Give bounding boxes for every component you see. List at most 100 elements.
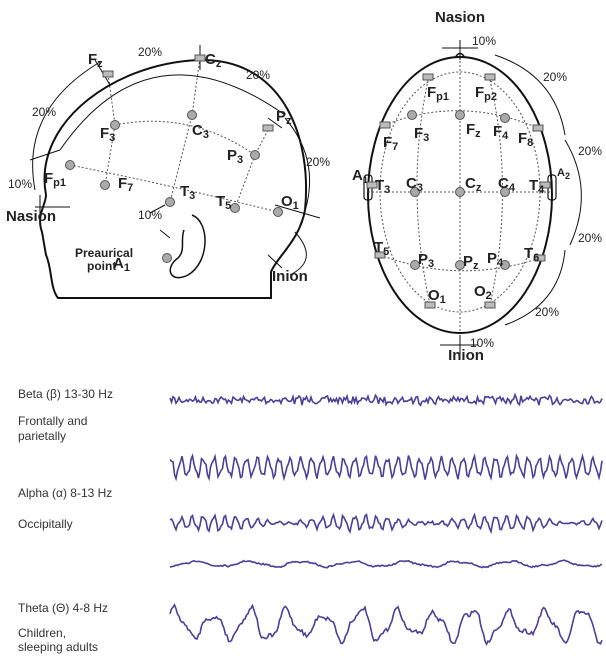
electrode-index: z xyxy=(476,182,482,194)
electrode-index: 1 xyxy=(440,294,446,306)
electrode-label: F3 xyxy=(100,125,115,144)
percent-label: 20% xyxy=(246,68,270,82)
percent-label: 20% xyxy=(578,231,602,245)
electrode-label: A1 xyxy=(352,167,368,185)
electrode-letter: T xyxy=(180,183,189,200)
electrode xyxy=(162,253,172,263)
electrode-index: 1 xyxy=(293,200,299,212)
electrode-label: C3 xyxy=(192,122,209,141)
electrode-letter: T xyxy=(524,245,533,262)
electrode-label: F7 xyxy=(383,134,398,153)
electrode xyxy=(65,160,75,170)
electrode-label: T4 xyxy=(529,177,545,196)
electrode xyxy=(230,203,240,213)
electrode-letter: T xyxy=(216,193,225,210)
electrode-label: Fp1 xyxy=(427,84,449,103)
percent-label: 20% xyxy=(535,305,559,319)
electrode xyxy=(110,120,120,130)
electrode-label: Fp2 xyxy=(475,84,497,103)
landmark-label: point xyxy=(87,259,116,273)
percent-label: 10% xyxy=(472,34,496,48)
electrode-index: 8 xyxy=(527,137,533,149)
electrode-index: 3 xyxy=(203,129,209,141)
electrode-label: F3 xyxy=(414,125,429,144)
electrode xyxy=(165,197,175,207)
electrode xyxy=(250,150,260,160)
rhythm-location: parietally xyxy=(18,429,66,443)
electrode-letter: F xyxy=(118,175,127,192)
electrode-label: P3 xyxy=(227,147,243,166)
electrode-marker xyxy=(374,251,386,259)
electrode-label: O2 xyxy=(474,283,492,302)
electrode-index: 2 xyxy=(565,171,570,181)
electrode-index: 3 xyxy=(423,132,429,144)
electrode-index: 3 xyxy=(237,154,243,166)
electrode-label: C4 xyxy=(498,175,516,194)
electrode-marker xyxy=(379,121,391,129)
eeg-waveform xyxy=(169,559,603,569)
percent-label: 20% xyxy=(578,144,602,158)
electrode-marker xyxy=(539,181,551,189)
electrode xyxy=(500,260,510,270)
side-head xyxy=(29,45,321,299)
electrode-label: P4 xyxy=(487,250,504,269)
electrode-marker xyxy=(262,124,274,132)
electrode-letter: F xyxy=(518,130,527,147)
percent-label: 10% xyxy=(138,208,162,222)
electrode-letter: A xyxy=(557,167,565,179)
electrode-index: 1 xyxy=(363,175,368,185)
electrode xyxy=(273,207,283,217)
electrode-letter: C xyxy=(205,51,216,68)
electrode-marker xyxy=(424,301,436,309)
percent-label: 10% xyxy=(470,336,494,350)
electrode-index: 3 xyxy=(384,184,390,196)
electrode-letter: P xyxy=(487,250,497,267)
landmark-label: Nasion xyxy=(435,9,485,26)
electrode-label: C3 xyxy=(406,175,423,194)
electrode-index: z xyxy=(97,58,103,70)
electrode-letter: F xyxy=(100,125,109,142)
rhythm-name: Beta (β) 13-30 Hz xyxy=(18,387,113,401)
electrode xyxy=(100,180,110,190)
electrode-marker xyxy=(194,54,206,62)
electrode-letter: P xyxy=(227,147,237,164)
electrode-letter: C xyxy=(406,175,417,192)
electrode-letter: F xyxy=(383,134,392,151)
electrode-letter: T xyxy=(374,239,383,256)
electrode-index: 7 xyxy=(392,141,398,153)
electrode-label: Pz xyxy=(463,253,479,272)
percent-label: 20% xyxy=(306,155,330,169)
electrode-letter: O xyxy=(428,287,440,304)
percent-label: 20% xyxy=(32,105,56,119)
electrode-index: 5 xyxy=(383,246,389,258)
electrode-index: 3 xyxy=(109,132,115,144)
eeg-waveform xyxy=(169,512,603,535)
landmark-label: Preaurical xyxy=(75,246,133,260)
rhythm-name: Alpha (α) 8-13 Hz xyxy=(18,486,112,500)
electrode xyxy=(407,110,417,120)
electrode-label: F7 xyxy=(118,175,133,194)
electrode-index: 6 xyxy=(533,252,539,264)
electrode-label: T6 xyxy=(524,245,539,264)
electrode-marker xyxy=(366,181,378,189)
eeg-waveform xyxy=(169,453,603,482)
electrode-letter: T xyxy=(375,177,384,194)
electrode-index: 3 xyxy=(189,190,195,202)
electrode-index: p2 xyxy=(484,91,497,103)
electrode xyxy=(500,113,510,123)
electrode-label: F4 xyxy=(493,123,509,142)
eeg-waveform xyxy=(169,392,603,407)
electrode-label: O1 xyxy=(281,193,299,212)
electrode-letter: O xyxy=(474,283,486,300)
landmark-label: Nasion xyxy=(6,208,56,225)
eeg-waveform xyxy=(169,603,603,647)
electrode-letter: F xyxy=(44,170,53,187)
electrode-label: Cz xyxy=(465,175,482,194)
electrode-label: O1 xyxy=(428,287,446,306)
electrode-marker xyxy=(102,70,114,78)
electrode xyxy=(455,260,465,270)
rhythm-name: Theta (Θ) 4-8 Hz xyxy=(18,601,108,615)
electrode-index: 5 xyxy=(225,200,231,212)
electrode-letter: F xyxy=(475,84,484,101)
